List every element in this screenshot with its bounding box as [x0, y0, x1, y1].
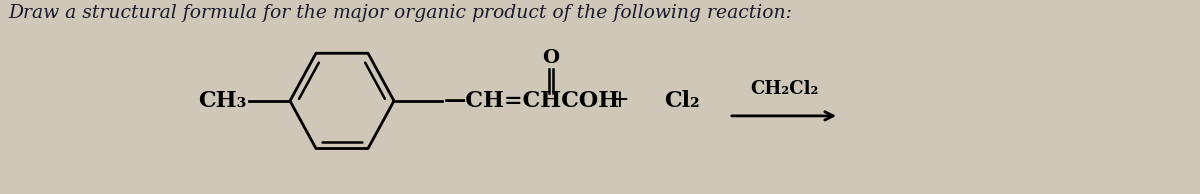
Text: CH₃: CH₃ — [199, 90, 247, 112]
Text: O: O — [542, 49, 559, 67]
Text: CH₂Cl₂: CH₂Cl₂ — [750, 80, 818, 98]
Text: —CH=CHCOH: —CH=CHCOH — [444, 90, 620, 112]
Text: Cl₂: Cl₂ — [664, 90, 700, 112]
Text: Draw a structural formula for the major organic product of the following reactio: Draw a structural formula for the major … — [8, 4, 792, 22]
Text: +: + — [610, 89, 629, 112]
